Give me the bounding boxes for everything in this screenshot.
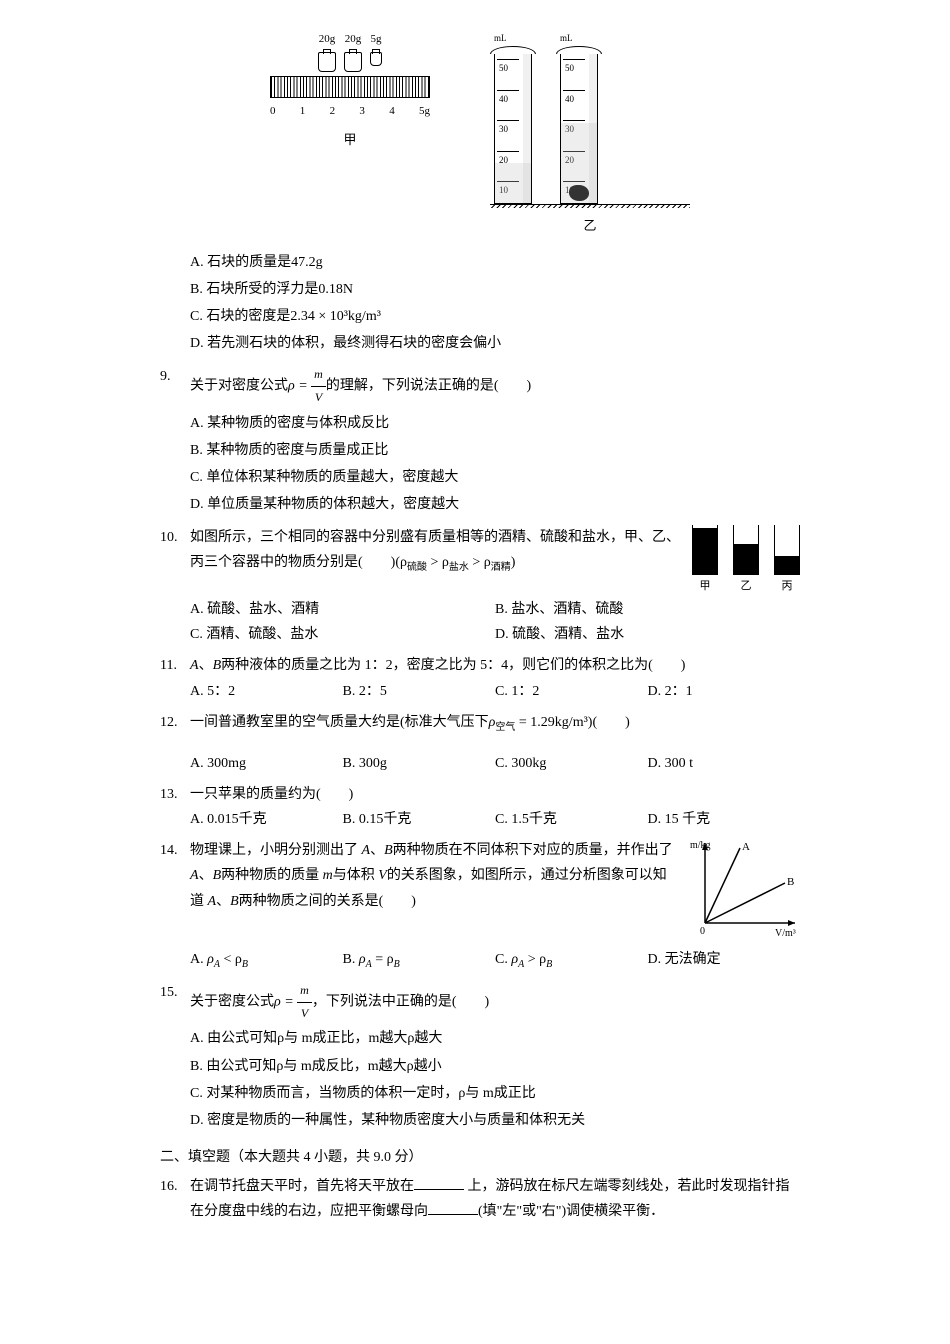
beaker-bing: 丙 [774,525,800,597]
option-d: D. 单位质量某种物质的体积越大，密度越大 [190,492,800,517]
cylinder-1: mL 50 40 30 20 10 [490,30,536,204]
option-d: D. 若先测石块的体积，最终测得石块的密度会偏小 [190,331,800,356]
option-d: D. 300 t [648,751,801,776]
q-number: 9. [160,364,190,519]
option-c: C. 石块的密度是2.34 × 10³kg/m³ [190,304,800,329]
q8-options-only: A. 石块的质量是47.2g B. 石块所受的浮力是0.18N C. 石块的密度… [160,248,800,359]
beaker-jia: 甲 [692,525,718,597]
option-a: A. 石块的质量是47.2g [190,250,800,275]
option-b: B. 某种物质的密度与质量成正比 [190,438,800,463]
option-c: C. 1：2 [495,679,648,704]
cylinder-2: mL 50 40 30 20 10 [556,30,602,204]
option-b: B. ρA = ρB [343,947,496,974]
cylinder-figure: mL 50 40 30 20 10 mL [490,30,690,238]
q11-stem: A、BA、B两种液体的质量之比为 1：2，密度之比为 5：4，则它们的体积之比为… [190,653,800,678]
q-number: 14. [160,838,190,974]
weight-5g: 5g [370,30,382,72]
option-c: C. ρA > ρB [495,947,648,974]
ground-hatch [490,204,690,208]
option-d: D. 2：1 [648,679,801,704]
option-b: B. 0.15千克 [343,807,496,832]
question-15: 15. 关于密度公式ρ = mV，下列说法中正确的是( ) A. 由公式可知ρ与… [160,980,800,1135]
q9-stem: 关于对密度公式ρ = mV的理解，下列说法正确的是( ) [190,364,800,408]
option-b: B. 2：5 [343,679,496,704]
option-a: A. ρA < ρB [190,947,343,974]
weights-row: 20g 20g 5g [270,30,430,72]
beaker-yi: 乙 [733,525,759,597]
q13-stem: 一只苹果的质量约为( ) [190,782,800,807]
q8-figure: 20g 20g 5g 0 1 2 3 4 5g 甲 mL 50 40 30 [160,30,800,238]
option-c: C. 对某种物质而言，当物质的体积一定时，ρ与 m成正比 [190,1081,800,1106]
balance-figure: 20g 20g 5g 0 1 2 3 4 5g 甲 [270,30,430,238]
question-9: 9. 关于对密度公式ρ = mV的理解，下列说法正确的是( ) A. 某种物质的… [160,364,800,519]
q-number: 13. [160,782,190,832]
q-number: 10. [160,525,190,647]
weight-20g-2: 20g [344,30,362,72]
question-11: 11. A、BA、B两种液体的质量之比为 1：2，密度之比为 5：4，则它们的体… [160,653,800,703]
q-number: 11. [160,653,190,703]
option-a: A. 硫酸、盐水、酒精 [190,597,495,622]
line-b-label: B [787,876,794,888]
option-d: D. 15 千克 [648,807,801,832]
origin-label: 0 [700,926,705,937]
question-10: 10. 甲 乙 丙 如图所示，三个相同的容器中分别盛有质量相等的酒精、硫酸和盐水… [160,525,800,647]
question-14: 14. A B m/kg V/m³ 0 物理课上，小明分别测出了 A、B两种物质… [160,838,800,974]
option-d: D. 密度是物质的一种属性，某种物质密度大小与质量和体积无关 [190,1108,800,1133]
cyl-unit: mL [494,30,507,46]
q16-stem: 在调节托盘天平时，首先将天平放在 上，游码放在标尺左端零刻线处，若此时发现指针指… [190,1174,800,1224]
option-a: A. 5：2 [190,679,343,704]
q-number: 12. [160,710,190,776]
question-16: 16. 在调节托盘天平时，首先将天平放在 上，游码放在标尺左端零刻线处，若此时发… [160,1174,800,1224]
option-c: C. 300kg [495,751,648,776]
q-number: 16. [160,1174,190,1224]
weight-label: 5g [371,30,382,50]
stone-icon [569,185,589,201]
weight-label: 20g [319,30,336,50]
caption-yi: 乙 [490,214,690,237]
option-d: D. 硫酸、酒精、盐水 [495,622,800,647]
y-axis-label: m/kg [690,840,711,851]
blank-1[interactable] [414,1176,464,1190]
line-a-label: A [742,841,750,853]
blank-2[interactable] [428,1201,478,1215]
q15-stem: 关于密度公式ρ = mV，下列说法中正确的是( ) [190,980,800,1024]
question-12: 12. 一间普通教室里的空气质量大约是(标准大气压下ρ空气 = 1.29kg/m… [160,710,800,776]
option-a: A. 0.015千克 [190,807,343,832]
weight-20g-1: 20g [318,30,336,72]
option-d: D. 无法确定 [648,947,801,974]
option-b: B. 300g [343,751,496,776]
option-b: B. 石块所受的浮力是0.18N [190,277,800,302]
beakers-figure: 甲 乙 丙 [692,525,800,597]
cyl-unit: mL [560,30,573,46]
option-c: C. 酒精、硫酸、盐水 [190,622,495,647]
q12-stem: 一间普通教室里的空气质量大约是(标准大气压下ρ空气 = 1.29kg/m³)( … [190,710,800,737]
option-b: B. 盐水、酒精、硫酸 [495,597,800,622]
x-axis-label: V/m³ [775,928,796,938]
section-2-title: 二、填空题（本大题共 4 小题，共 9.0 分） [160,1145,800,1170]
option-a: A. 300mg [190,751,343,776]
option-a: A. 某种物质的密度与体积成反比 [190,411,800,436]
option-a: A. 由公式可知ρ与 m成正比，m越大ρ越大 [190,1026,800,1051]
graph-figure: A B m/kg V/m³ 0 [690,838,800,947]
weight-label: 20g [345,30,362,50]
ruler-scale [270,76,430,98]
option-b: B. 由公式可知ρ与 m成反比，m越大ρ越小 [190,1054,800,1079]
ruler-labels: 0 1 2 3 4 5g [270,102,430,122]
question-13: 13. 一只苹果的质量约为( ) A. 0.015千克 B. 0.15千克 C.… [160,782,800,832]
water-level-1 [495,163,531,203]
caption-jia: 甲 [270,128,430,151]
q-number: 15. [160,980,190,1135]
option-c: C. 单位体积某种物质的质量越大，密度越大 [190,465,800,490]
option-c: C. 1.5千克 [495,807,648,832]
